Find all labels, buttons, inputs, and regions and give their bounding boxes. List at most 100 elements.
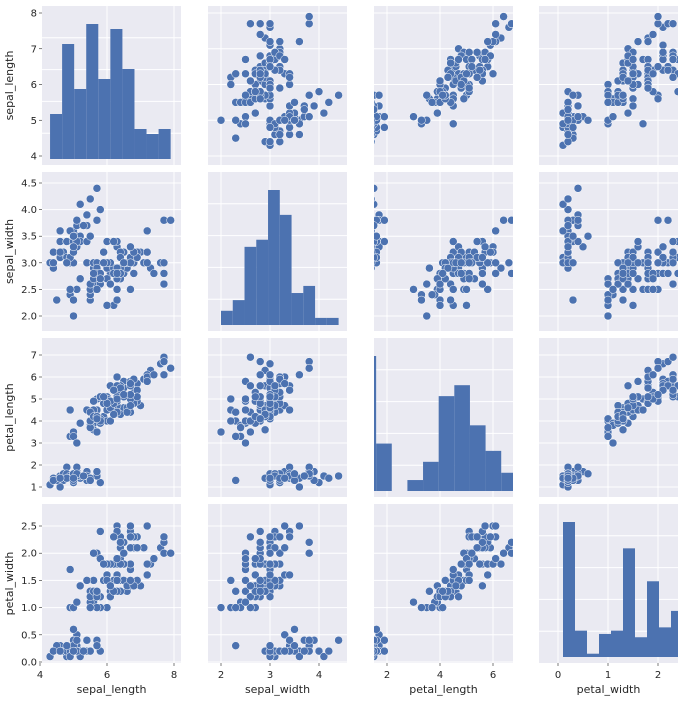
scatter-point [255, 69, 265, 79]
scatter-point [364, 138, 372, 146]
scatter-point [623, 381, 633, 391]
scatter-point [159, 532, 169, 542]
scatter-point [653, 390, 663, 399]
scatter-point [96, 274, 105, 284]
scatter-point [628, 101, 638, 111]
scatter-point [142, 559, 152, 569]
scatter-point [456, 80, 466, 89]
scatter-point [251, 108, 260, 118]
scatter-point [364, 647, 372, 655]
scatter-point [86, 476, 95, 485]
scatter-point [653, 62, 663, 71]
scatter-point [603, 98, 613, 107]
y-tick-label: 3.5 [21, 232, 37, 243]
scatter-point [72, 215, 82, 225]
scatter-point [374, 249, 376, 256]
scatter-point [462, 285, 471, 294]
scatter-point [159, 357, 169, 366]
scatter-point [464, 559, 474, 569]
scatter-point [285, 532, 294, 542]
scatter-point [69, 646, 78, 656]
scatter-point [449, 285, 458, 294]
scatter-point [374, 243, 376, 250]
scatter-point [628, 285, 638, 294]
scatter-point [568, 258, 578, 268]
scatter-point [246, 352, 255, 362]
scatter-point [658, 55, 668, 64]
scatter-point [462, 301, 471, 310]
scatter-point [454, 55, 463, 64]
scatter-point [583, 116, 593, 125]
hist-bar [268, 190, 280, 325]
scatter-point [89, 396, 98, 406]
scatter-point [255, 51, 265, 61]
scatter-point [265, 19, 275, 28]
scatter-point [255, 576, 265, 585]
scatter-point [643, 258, 653, 268]
hist-bar [374, 356, 377, 491]
scatter-point [512, 21, 513, 26]
scatter-point [380, 237, 389, 246]
scatter-point [427, 98, 437, 107]
scatter-point [472, 73, 482, 82]
scatter-point [334, 90, 343, 100]
scatter-point [92, 641, 102, 650]
scatter-point [374, 648, 376, 655]
scatter-point [679, 243, 687, 251]
x-tick-label: 4 [37, 670, 43, 681]
scatter-point [290, 469, 299, 479]
scatter-point [359, 653, 367, 661]
y-tick-label: 3 [31, 439, 37, 450]
scatter-point [132, 543, 142, 553]
scatter-point [673, 87, 678, 96]
scatter-point [295, 370, 304, 380]
hist-bar [62, 44, 75, 159]
scatter-point [374, 259, 376, 266]
scatter-point [285, 80, 294, 89]
scatter-point [285, 570, 294, 580]
scatter-point [79, 221, 88, 230]
scatter-point [438, 269, 447, 278]
scatter-point [417, 116, 426, 125]
scatter-point [126, 532, 135, 542]
scatter-point [374, 635, 378, 645]
scatter-point [658, 253, 668, 262]
scatter-point [478, 253, 487, 262]
scatter-point [653, 12, 663, 21]
x-tick-label: 2 [655, 670, 661, 681]
hist-bar [659, 627, 671, 657]
scatter-point [438, 90, 447, 100]
scatter-point [603, 423, 613, 432]
scatter-point [374, 648, 376, 655]
scatter-point [149, 370, 159, 380]
scatter-point [618, 269, 628, 278]
scatter-point [633, 37, 643, 46]
scatter-point [653, 215, 663, 225]
panel-petal_width-vs-sepal_width [208, 504, 347, 663]
scatter-point [119, 258, 128, 268]
scatter-point [357, 647, 365, 655]
hist-bar [611, 630, 623, 657]
panel-petal_length-vs-petal_width [539, 338, 678, 497]
scatter-point [668, 19, 678, 28]
scatter-point [613, 279, 623, 289]
scatter-point [270, 381, 280, 391]
scatter-point [72, 438, 82, 448]
scatter-point [260, 425, 270, 435]
scatter-point [324, 98, 334, 107]
scatter-point [265, 137, 275, 146]
scatter-point [374, 233, 376, 240]
scatter-point [126, 242, 135, 252]
y-tick-label: 3.0 [21, 258, 37, 269]
scatter-point [255, 538, 265, 547]
scatter-point [226, 416, 236, 426]
scatter-point [231, 641, 240, 650]
scatter-point [467, 55, 477, 64]
scatter-point [324, 473, 334, 483]
scatter-point [573, 112, 583, 121]
scatter-point [364, 248, 372, 256]
scatter-point [475, 559, 484, 569]
scatter-point [69, 295, 78, 305]
scatter-point [304, 363, 314, 373]
scatter-point [96, 205, 105, 214]
